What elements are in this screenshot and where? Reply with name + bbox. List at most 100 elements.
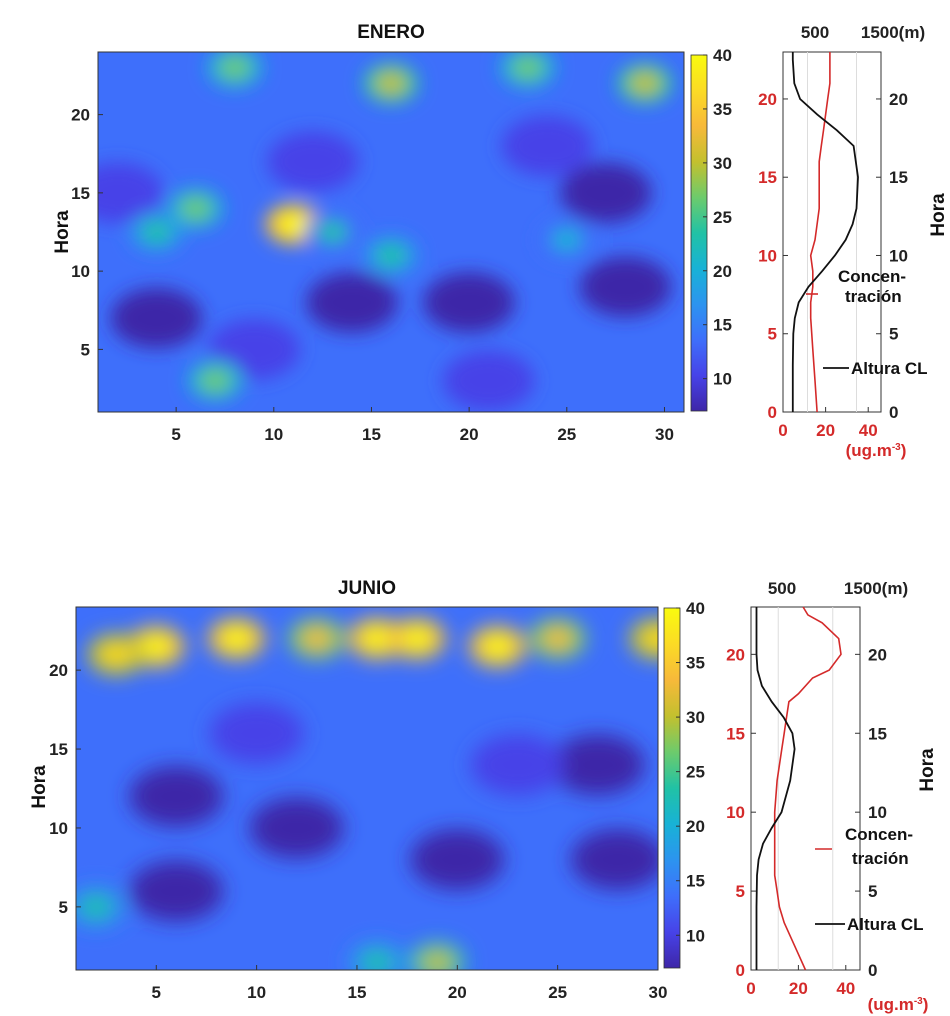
- enero-unit: (ug.m-3): [846, 441, 907, 460]
- junio-hotspot-11: [361, 950, 393, 970]
- enero-hotspot-2: [141, 220, 172, 244]
- enero-prof-btick-2: 40: [859, 421, 878, 440]
- junio-concentration-line: [773, 606, 842, 971]
- junio-cbtick-3: 25: [686, 763, 705, 782]
- junio-prof-ltick-1: 5: [736, 882, 745, 901]
- junio-hotspot-8: [642, 627, 658, 650]
- junio-lowzone-4: [550, 734, 645, 796]
- enero-colorbar-ticks: 10 15 20 25 30 35 40: [703, 46, 732, 389]
- junio-ytick-0: 5: [59, 898, 68, 917]
- junio-hotspot-9: [80, 895, 112, 919]
- enero-legend-conc-2: tración: [845, 287, 902, 306]
- enero-cbtick-6: 40: [713, 46, 732, 65]
- junio-legend-conc-1: Concen-: [845, 825, 913, 844]
- junio-lowzone-2: [410, 829, 505, 890]
- junio-xtick-0: 5: [152, 983, 161, 1002]
- enero-prof-rtick-4: 20: [889, 90, 908, 109]
- enero-cbtick-0: 10: [713, 370, 732, 389]
- enero-prof-ltick-0: 0: [768, 403, 777, 422]
- junio-prof-ltick-4: 20: [726, 645, 745, 664]
- junio-hotspot-0: [140, 635, 172, 658]
- enero-lowzone-2: [423, 272, 515, 333]
- junio-prof-rtick-3: 15: [868, 724, 887, 743]
- enero-heatmap: [98, 52, 684, 412]
- enero-hotspot-7: [375, 244, 407, 267]
- enero-ytick-3: 20: [71, 106, 90, 125]
- enero-lowzone-7: [501, 115, 593, 176]
- junio-colorbar: [663, 607, 681, 969]
- junio-colorbar-ticks: 10 15 20 25 30 35 40: [676, 599, 705, 945]
- junio-hotspot-7: [542, 627, 574, 650]
- enero-hotspot-0: [278, 212, 309, 236]
- enero-cbtick-5: 35: [713, 100, 732, 119]
- junio-top-tick-500: 500: [768, 579, 796, 598]
- junio-hotspot-3: [301, 627, 333, 650]
- enero-ytick-0: 5: [81, 340, 90, 359]
- junio-ytick-3: 20: [49, 661, 68, 680]
- junio-prof-rtick-4: 20: [868, 645, 887, 664]
- junio-lowzone-5: [129, 860, 224, 922]
- junio-profile: 0 5 10 15 20 0 5 10 15 20 0 20 40 Concen- tración Al…: [726, 579, 938, 1014]
- enero-xtick-3: 20: [460, 425, 479, 444]
- enero-top-tick-1500: 1500(m): [861, 23, 925, 42]
- junio-xtick-1: 10: [247, 983, 266, 1002]
- enero-cbtick-3: 25: [713, 208, 732, 227]
- enero-prof-btick-1: 20: [816, 421, 835, 440]
- junio-cbtick-1: 15: [686, 872, 705, 891]
- junio-hotspot-2: [100, 642, 132, 666]
- junio-xtick-2: 15: [348, 983, 367, 1002]
- junio-lowzone-6: [470, 734, 565, 796]
- junio-cl-height-line: [755, 607, 796, 970]
- junio-right-ylabel: Hora: [917, 748, 938, 792]
- junio-y-axis: 5 10 15 20: [49, 661, 81, 917]
- enero-hotspot-1: [180, 197, 211, 220]
- junio-cbtick-2: 20: [686, 817, 705, 836]
- junio-xtick-5: 30: [649, 983, 668, 1002]
- enero-lowzone-5: [267, 131, 359, 192]
- enero-hotspot-4: [375, 72, 407, 95]
- enero-legend-conc-1: Concen-: [838, 267, 906, 286]
- enero-hotspot-8: [199, 369, 231, 392]
- junio-prof-rtick-1: 5: [868, 882, 877, 901]
- junio-cbtick-6: 40: [686, 599, 705, 618]
- junio-prof-btick-1: 20: [789, 979, 808, 998]
- enero-prof-ltick-4: 20: [758, 90, 777, 109]
- enero-xtick-5: 30: [655, 425, 674, 444]
- enero-cl-height-line: [791, 52, 859, 412]
- junio-prof-ltick-2: 10: [726, 803, 745, 822]
- enero-profile-frame: [782, 51, 882, 413]
- enero-x-axis: 5 10 15 20 25 30: [171, 407, 674, 444]
- junio-prof-btick-0: 0: [746, 979, 755, 998]
- enero-lowzone-4: [560, 162, 652, 223]
- junio-prof-rtick-2: 10: [868, 803, 887, 822]
- junio-cbtick-5: 35: [686, 654, 705, 673]
- junio-ytick-1: 10: [49, 819, 68, 838]
- junio-profile-frame: [750, 606, 861, 971]
- enero-xtick-2: 15: [362, 425, 381, 444]
- junio-prof-btick-2: 40: [836, 979, 855, 998]
- enero-prof-ltick-3: 15: [758, 168, 777, 187]
- enero-lowzone-3: [579, 256, 672, 317]
- enero-right-ylabel: Hora: [928, 193, 949, 237]
- junio-plot-frame: [75, 606, 659, 971]
- enero-hotspot-3: [219, 56, 250, 79]
- enero-prof-rtick-0: 0: [889, 403, 898, 422]
- junio-xtick-3: 20: [448, 983, 467, 1002]
- enero-cbtick-4: 30: [713, 154, 732, 173]
- enero-lowzone-0: [110, 288, 203, 349]
- enero-xtick-1: 10: [264, 425, 283, 444]
- enero-hotspot-6: [629, 72, 661, 95]
- enero-top-tick-500: 500: [801, 23, 829, 42]
- junio-lowzone-3: [570, 829, 658, 890]
- junio-ytick-2: 15: [49, 740, 68, 759]
- junio-top-tick-1500: 1500(m): [844, 579, 908, 598]
- enero-lowzone-6: [98, 162, 164, 223]
- junio-lowzone-0: [129, 766, 224, 827]
- enero-colorbar: [690, 54, 708, 412]
- enero-prof-rtick-3: 15: [889, 168, 908, 187]
- junio-hotspot-5: [401, 627, 433, 650]
- enero-legend-cl: Altura CL: [851, 359, 928, 378]
- junio-lowzone-7: [209, 702, 304, 764]
- enero-plot-frame: [97, 51, 685, 413]
